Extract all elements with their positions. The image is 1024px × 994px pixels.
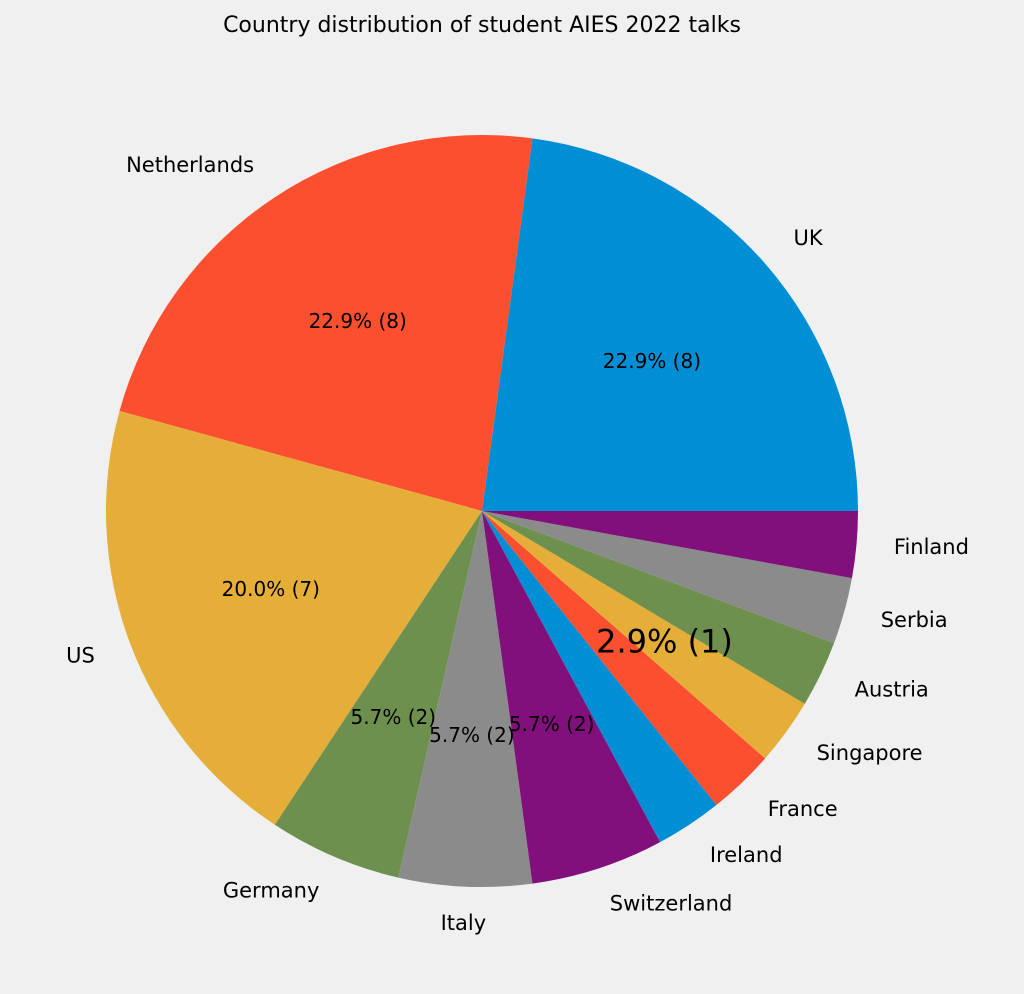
slice-label-france: France bbox=[768, 797, 838, 821]
slice-label-serbia: Serbia bbox=[881, 608, 948, 632]
pie-slice-germany bbox=[274, 511, 482, 878]
percentage-label-switzerland: 5.7% (2) bbox=[509, 712, 595, 736]
slice-label-ireland: Ireland bbox=[710, 843, 783, 867]
slice-labels: UK Netherlands US Germany Italy Switzerland Ir… bbox=[66, 153, 969, 935]
slice-label-uk: UK bbox=[794, 226, 824, 250]
percentage-label-us: 20.0% (7) bbox=[222, 577, 320, 601]
pie-slice-finland bbox=[482, 511, 859, 579]
pie-slice-austria bbox=[482, 511, 835, 704]
slice-label-italy: Italy bbox=[441, 911, 487, 935]
percentage-label-netherlands: 22.9% (8) bbox=[309, 309, 407, 333]
slice-label-us: US bbox=[66, 643, 95, 667]
slice-label-switzerland: Switzerland bbox=[610, 891, 733, 915]
slice-label-singapore: Singapore bbox=[817, 741, 923, 765]
slice-label-germany: Germany bbox=[223, 878, 320, 902]
pie-slice-serbia bbox=[482, 511, 852, 644]
percentage-label-germany: 5.7% (2) bbox=[351, 705, 437, 729]
chart-title: Country distribution of student AIES 202… bbox=[223, 13, 741, 38]
pie-slice-uk bbox=[482, 138, 858, 511]
percentage-label-italy: 5.7% (2) bbox=[429, 723, 515, 747]
pie-slice-us bbox=[105, 410, 483, 825]
pie-slice-singapore bbox=[482, 511, 805, 759]
percentage-label-singapore: 2.9% (1) bbox=[596, 623, 733, 661]
pie-slice-ireland bbox=[482, 511, 717, 843]
slice-label-austria: Austria bbox=[855, 678, 929, 702]
percentage-label-uk: 22.9% (8) bbox=[603, 349, 701, 373]
slice-label-finland: Finland bbox=[894, 535, 969, 559]
pie-slices bbox=[105, 134, 859, 888]
pie-slice-netherlands bbox=[119, 134, 533, 512]
slice-label-netherlands: Netherlands bbox=[126, 153, 254, 177]
pie-slice-france bbox=[482, 511, 766, 805]
pie-slice-switzerland bbox=[482, 511, 661, 884]
pie-slice-italy bbox=[398, 511, 533, 888]
percentage-labels: 22.9% (8)22.9% (8)20.0% (7)5.7% (2)5.7% … bbox=[222, 309, 733, 747]
